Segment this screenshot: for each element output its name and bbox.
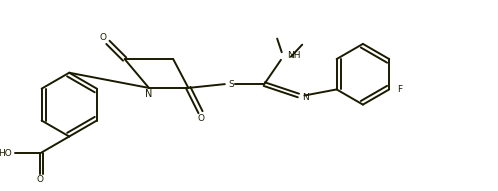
Text: N: N	[145, 89, 152, 99]
Text: N: N	[302, 92, 309, 102]
Text: O: O	[197, 114, 204, 123]
Text: HO: HO	[0, 149, 12, 158]
Text: S: S	[229, 80, 235, 89]
Text: O: O	[37, 175, 44, 184]
Text: NH: NH	[287, 51, 300, 60]
Text: F: F	[397, 85, 402, 94]
Text: O: O	[100, 32, 107, 42]
